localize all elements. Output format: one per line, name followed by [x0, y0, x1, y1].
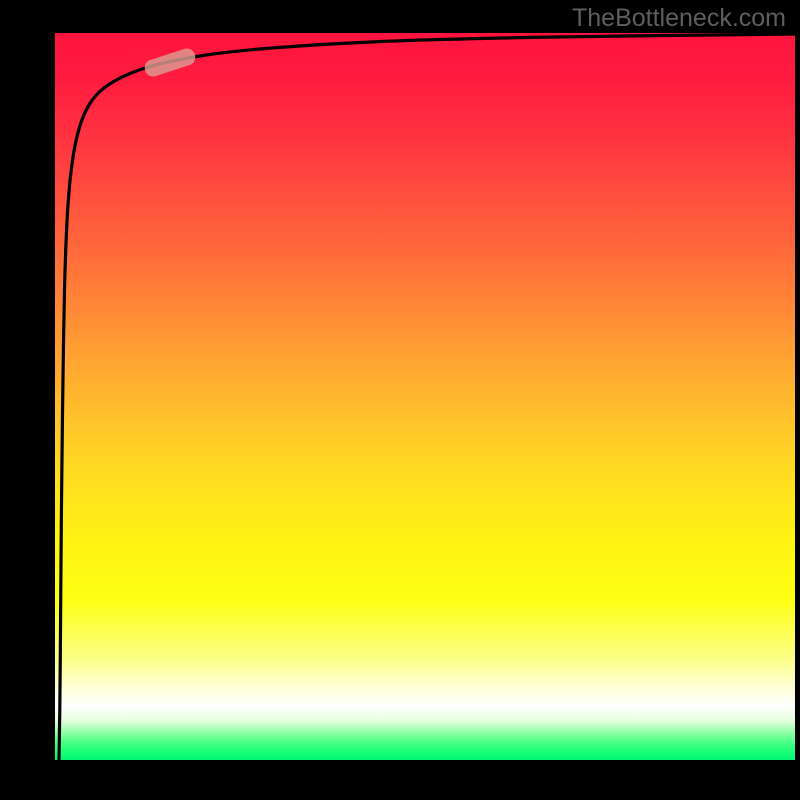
plot-area: [55, 33, 795, 760]
bottleneck-curve: [55, 33, 795, 760]
curve-highlight-marker: [124, 34, 216, 91]
watermark-text: TheBottleneck.com: [572, 4, 786, 33]
frame-right: [795, 0, 800, 800]
frame-bottom: [0, 760, 800, 800]
frame-left: [0, 0, 55, 800]
